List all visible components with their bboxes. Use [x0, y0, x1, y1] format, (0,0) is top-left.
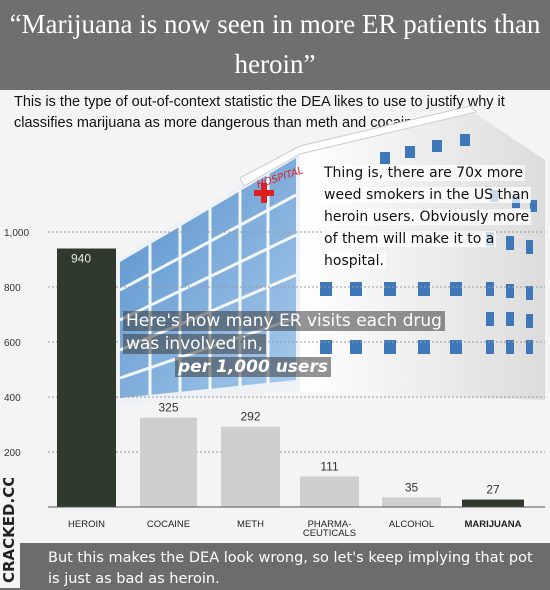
- x-tick-label: METH: [237, 519, 264, 530]
- headline-banner: [0, 0, 550, 90]
- bar-value-label: 27: [486, 483, 500, 497]
- red-cross-icon: [254, 183, 274, 203]
- callout-mid: Here's how many ER visits each drug was …: [123, 310, 463, 379]
- footer-banner: [0, 543, 550, 590]
- callout-top-text: Thing is, there are 70x more weed smoker…: [322, 165, 532, 269]
- intro-text: This is the type of out-of-context stati…: [14, 94, 505, 131]
- bar-marijuana: [462, 499, 524, 507]
- bar-value-label: 325: [158, 401, 178, 415]
- x-tick-label: MARIJUANA: [465, 519, 522, 530]
- bar-pharma-ceuticals: [300, 476, 359, 507]
- brand-logo: CRACKED.COM: [0, 478, 20, 588]
- x-tick-label: HEROIN: [68, 519, 105, 530]
- bar-heroin: [57, 248, 116, 507]
- x-tick-label: ALCOHOL: [389, 519, 434, 530]
- callout-mid-line2: per 1,000 users: [175, 357, 331, 377]
- y-tick-label: 800: [4, 283, 21, 294]
- y-tick-label: 200: [4, 448, 21, 459]
- x-tick-label: PHARMA-CEUTICALS: [303, 519, 356, 539]
- callout-mid-line1: Here's how many ER visits each drug was …: [123, 311, 445, 354]
- y-tick-label: 400: [4, 393, 21, 404]
- bar-value-label: 940: [71, 252, 91, 266]
- bar-alcohol: [382, 497, 441, 507]
- y-tick-label: 600: [4, 338, 21, 349]
- callout-top: Thing is, there are 70x more weed smoker…: [322, 162, 542, 272]
- bar-value-label: 292: [240, 410, 260, 424]
- bar-meth: [221, 426, 280, 507]
- bar-value-label: 111: [320, 459, 339, 473]
- y-tick-label: 1,000: [4, 228, 29, 239]
- footer-text: But this makes the DEA look wrong, so le…: [48, 550, 533, 587]
- svg-text:CRACKED.COM: CRACKED.COM: [0, 478, 18, 583]
- x-tick-label: COCAINE: [147, 519, 190, 530]
- bar-cocaine: [140, 417, 197, 507]
- bar-value-label: 35: [405, 480, 419, 494]
- headline: “Marijuana is now seen in more ER patien…: [9, 9, 541, 79]
